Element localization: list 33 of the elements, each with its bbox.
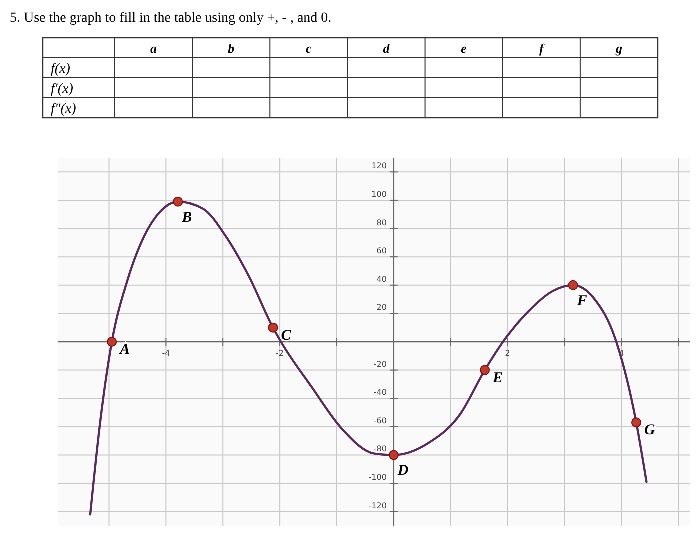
y-tick-label: 60 bbox=[376, 246, 387, 256]
category-label: b bbox=[228, 41, 236, 56]
y-tick-label: 40 bbox=[376, 274, 387, 284]
category-label: c bbox=[306, 41, 312, 56]
category-label: a bbox=[150, 41, 158, 56]
category-label: d bbox=[383, 41, 390, 56]
y-tick-label: -120 bbox=[368, 501, 387, 510]
x-tick-label: -4 bbox=[162, 349, 170, 358]
y-tick-label: 80 bbox=[376, 218, 387, 228]
y-tick-label: -60 bbox=[374, 416, 387, 426]
annotation: C bbox=[281, 328, 292, 344]
annotation: F bbox=[576, 293, 588, 310]
x-tick-label: -2 bbox=[276, 349, 284, 358]
category-label: f'(x) bbox=[51, 82, 74, 97]
y-tick-label: -20 bbox=[374, 360, 387, 369]
x-tick-label: 2 bbox=[505, 349, 510, 358]
annotation: A bbox=[119, 342, 130, 358]
annotation: G bbox=[644, 422, 656, 439]
y-tick-label: 20 bbox=[376, 303, 387, 312]
annotation: D bbox=[396, 463, 409, 480]
y-tick-label: 100 bbox=[372, 190, 387, 199]
category-label: f"(x) bbox=[51, 102, 76, 117]
annotation: B bbox=[181, 210, 192, 226]
category-label: f bbox=[539, 41, 546, 56]
category-label: g bbox=[614, 41, 623, 56]
y-tick-label: -40 bbox=[374, 388, 387, 398]
category-label: e bbox=[461, 41, 468, 56]
y-tick-label: -100 bbox=[368, 473, 387, 482]
text: 5. Use the graph to fill in the table using only +, - , and 0. bbox=[10, 11, 332, 26]
annotation: E bbox=[492, 370, 504, 386]
y-tick-label: 120 bbox=[372, 162, 387, 171]
category-label: f(x) bbox=[51, 62, 70, 77]
y-tick-label: -80 bbox=[374, 444, 387, 454]
